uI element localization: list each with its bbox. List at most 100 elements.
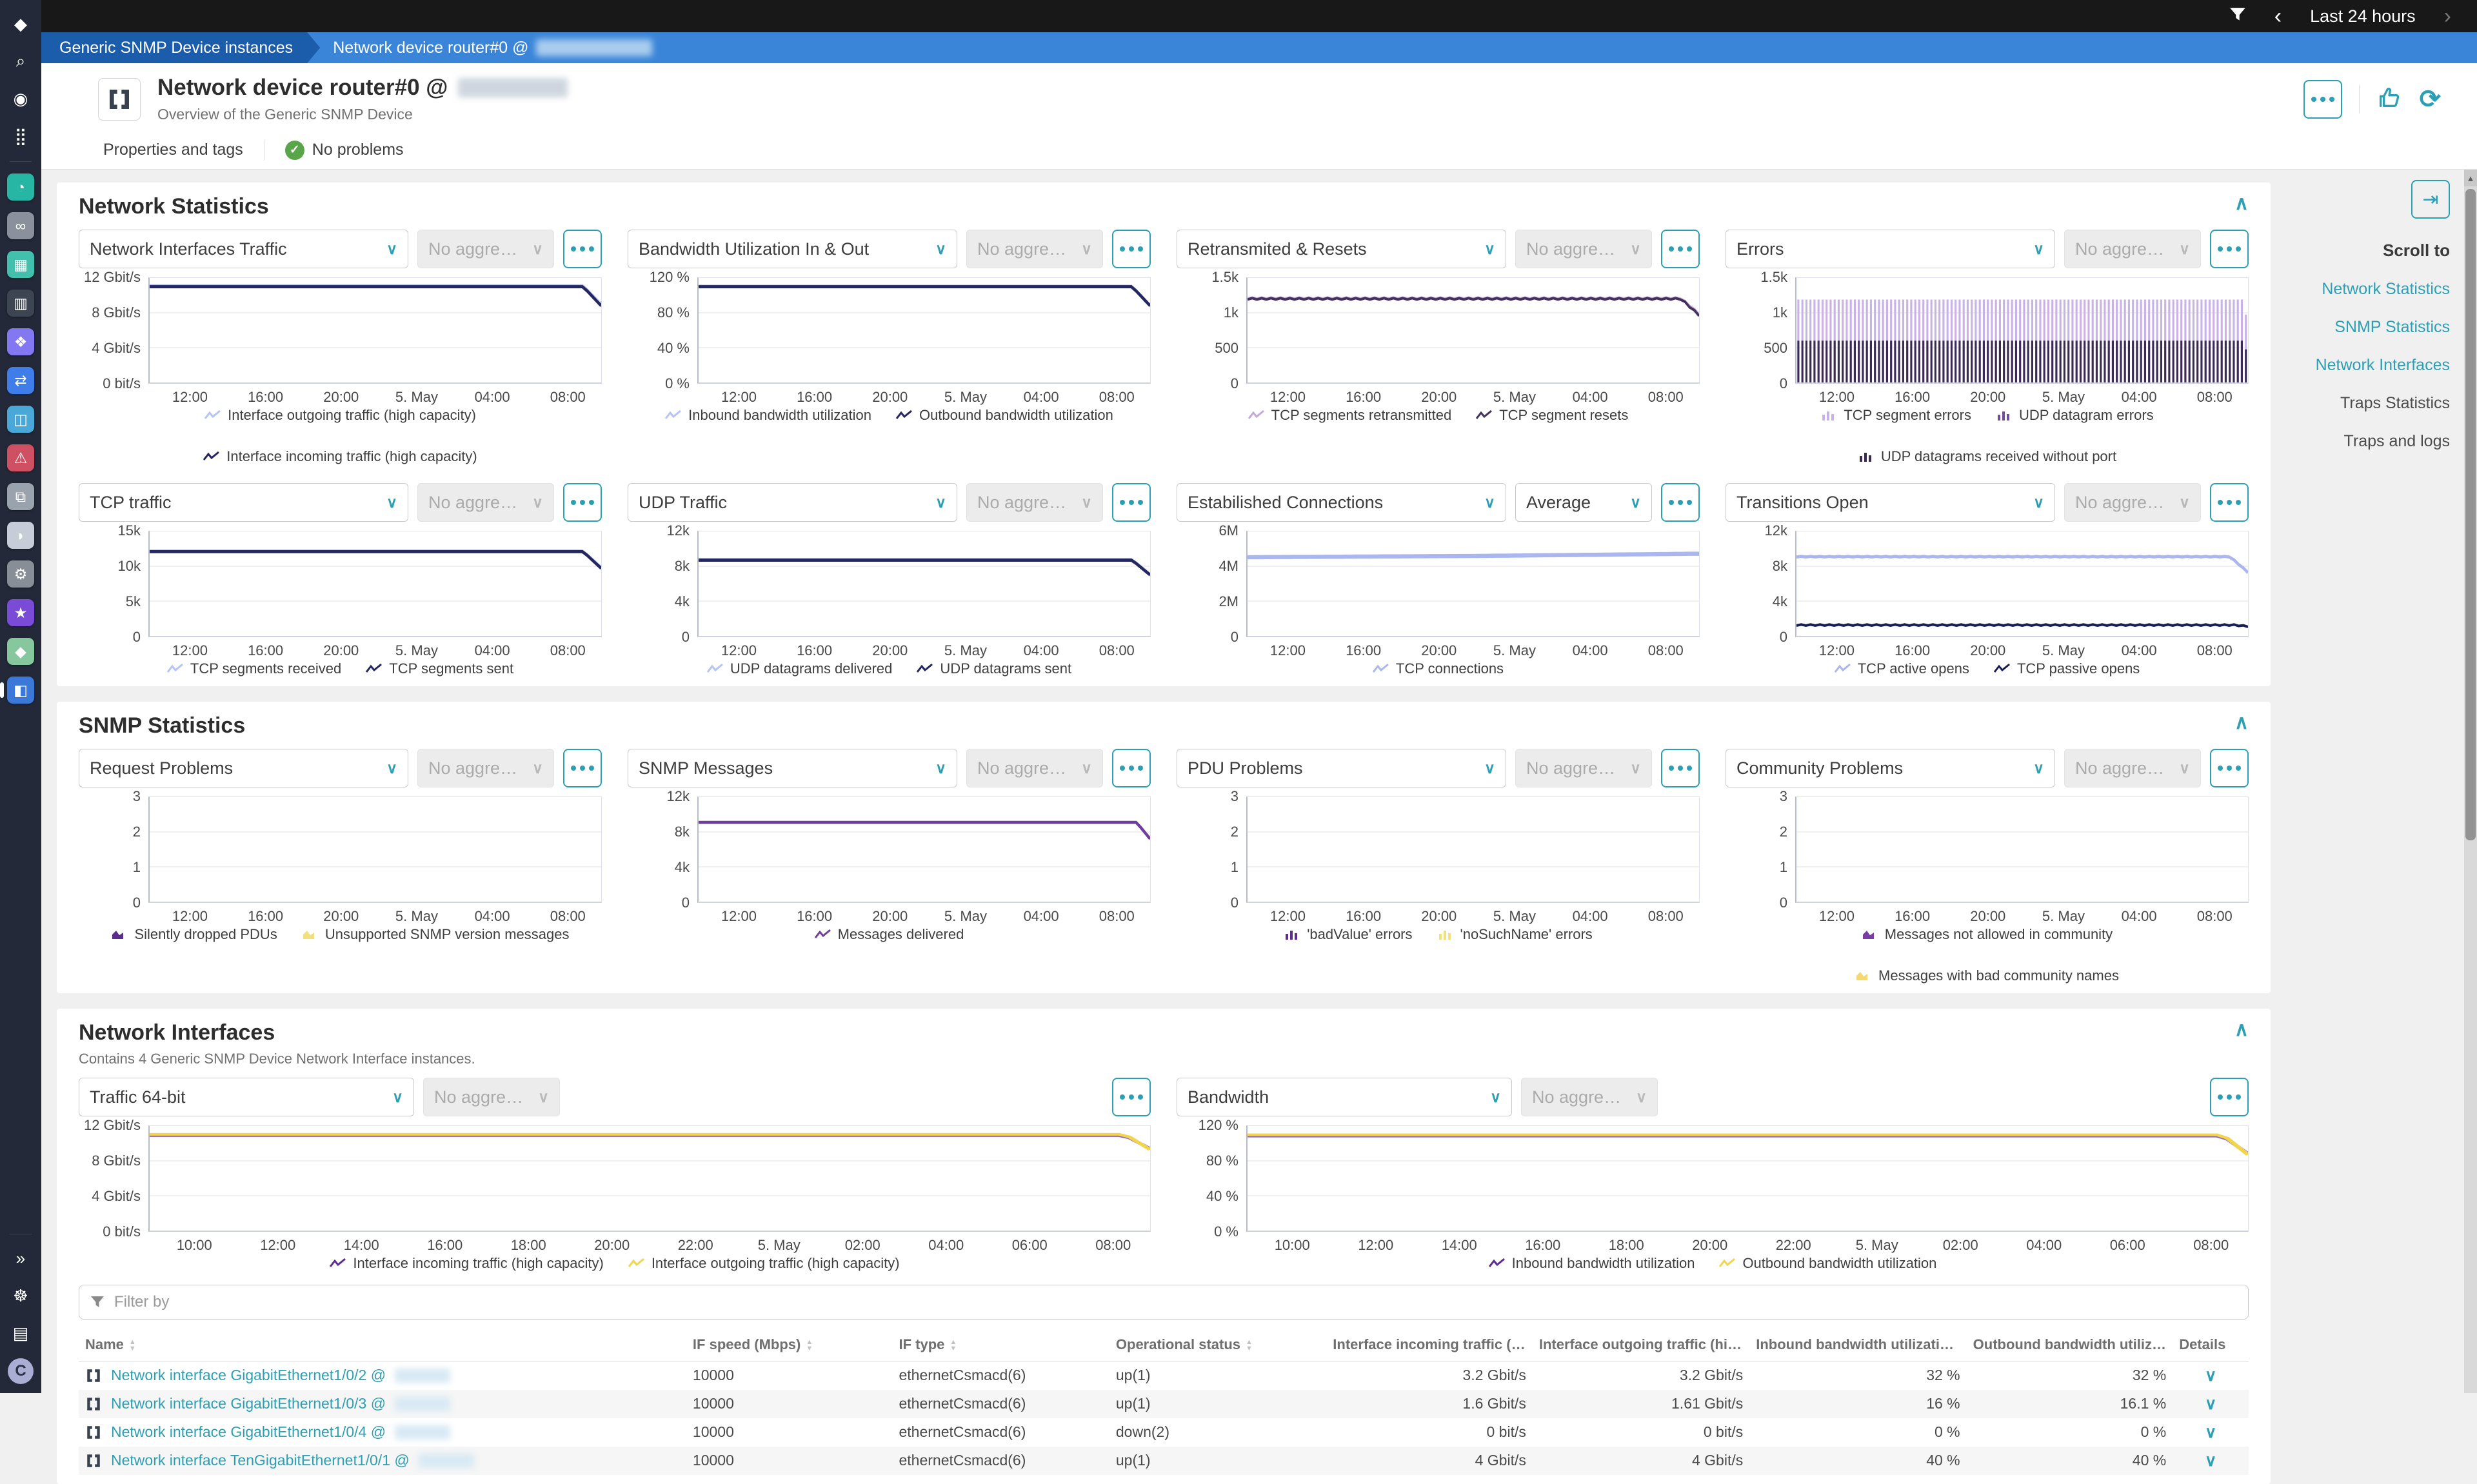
- sort-icon[interactable]: ▲▼: [1246, 1338, 1253, 1353]
- sort-icon[interactable]: ▲▼: [128, 1338, 136, 1353]
- interface-link[interactable]: Network interface GigabitEthernet1/0/3 @: [111, 1395, 386, 1412]
- synthetic-app-icon[interactable]: ◫: [7, 406, 34, 433]
- help-icon[interactable]: ☸: [13, 1285, 28, 1305]
- panel-menu-button[interactable]: [1112, 483, 1151, 522]
- thumbs-up-icon[interactable]: [2376, 84, 2402, 114]
- filter-icon[interactable]: [2229, 6, 2246, 26]
- expand-sidebar-icon[interactable]: »: [15, 1248, 26, 1268]
- observability-app-icon[interactable]: ◔: [7, 173, 34, 201]
- aggregation-select[interactable]: Average ∨: [1515, 483, 1652, 522]
- page-scrollbar[interactable]: ▲: [2464, 170, 2477, 1393]
- metric-select[interactable]: Network Interfaces Traffic ∨: [79, 230, 408, 268]
- column-header-inbound-bandwidth-utilization[interactable]: Inbound bandwidth utilization ▲▼: [1749, 1329, 1967, 1361]
- header-menu-button[interactable]: [2303, 79, 2343, 119]
- dashboards-app-icon[interactable]: ▦: [7, 251, 34, 278]
- scroll-to-snmp-statistics[interactable]: SNMP Statistics: [2334, 318, 2450, 336]
- table-cell: 3.2 Gbit/s: [1462, 1367, 1526, 1384]
- panel-menu-button[interactable]: [563, 230, 602, 268]
- scroll-to-traps-and-logs[interactable]: Traps and logs: [2343, 432, 2450, 450]
- sort-icon[interactable]: ▲▼: [1962, 1339, 1967, 1352]
- breadcrumb-root[interactable]: Generic SNMP Device instances: [41, 32, 320, 63]
- scrollbar-up-arrow[interactable]: ▲: [2464, 170, 2477, 186]
- interface-link[interactable]: Network interface TenGigabitEthernet1/0/…: [111, 1452, 410, 1469]
- apps-grid-icon[interactable]: ⣿: [14, 126, 27, 146]
- panel-menu-button[interactable]: [1112, 749, 1151, 787]
- problems-app-icon[interactable]: ⚠: [7, 444, 34, 471]
- metric-select[interactable]: Retransmited & Resets ∨: [1177, 230, 1506, 268]
- new-app-icon[interactable]: ★: [7, 599, 34, 626]
- settings-app-icon[interactable]: ⚙: [7, 560, 34, 588]
- interface-link[interactable]: Network interface GigabitEthernet1/0/4 @: [111, 1423, 386, 1440]
- column-header-if-speed-mbps[interactable]: IF speed (Mbps) ▲ ▼: [686, 1329, 893, 1361]
- dynatrace-logo-icon[interactable]: ◆: [14, 14, 27, 34]
- discover-app-icon[interactable]: ∞: [7, 212, 34, 239]
- panel-menu-button[interactable]: [1661, 230, 1700, 268]
- chevron-down-icon: ∨: [1484, 759, 1495, 777]
- panel-menu-button[interactable]: [2210, 749, 2249, 787]
- panel-menu-button[interactable]: [2210, 483, 2249, 522]
- snmp-devices-app-icon[interactable]: ◧: [0, 677, 34, 704]
- sort-icon[interactable]: ▲▼: [950, 1338, 957, 1353]
- tab-properties-and-tags[interactable]: Properties and tags: [103, 141, 243, 159]
- details-expand-chevron[interactable]: ∨: [2204, 1451, 2217, 1470]
- metric-select[interactable]: UDP Traffic ∨: [628, 483, 957, 522]
- collapse-section-button[interactable]: ∧: [2234, 712, 2249, 733]
- column-header-interface-outgoing-traffic-high-capacity[interactable]: Interface outgoing traffic (high capacit…: [1532, 1329, 1750, 1361]
- search-icon[interactable]: ⌕: [15, 51, 26, 70]
- refresh-icon[interactable]: ⟳: [2419, 84, 2441, 114]
- column-header-outbound-bandwidth-utilization[interactable]: Outbound bandwidth utilization▲▼: [1966, 1329, 2173, 1361]
- releases-app-icon[interactable]: ◗: [7, 522, 34, 549]
- interface-link[interactable]: Network interface GigabitEthernet1/0/2 @: [111, 1367, 386, 1384]
- bars-legend-icon: [1859, 453, 1871, 462]
- collapse-rail-button[interactable]: ⇥: [2411, 180, 2450, 219]
- time-back-button[interactable]: ‹: [2274, 4, 2282, 28]
- panel-menu-button[interactable]: [563, 483, 602, 522]
- getting-started-icon[interactable]: ◉: [13, 88, 28, 108]
- panel-menu-button[interactable]: [1661, 483, 1700, 522]
- metric-select[interactable]: Traffic 64-bit ∨: [79, 1078, 414, 1116]
- details-expand-chevron[interactable]: ∨: [2204, 1366, 2217, 1385]
- details-expand-chevron[interactable]: ∨: [2204, 1423, 2217, 1441]
- column-header-if-type[interactable]: IF type ▲ ▼: [892, 1329, 1109, 1361]
- transactions-app-icon[interactable]: ⇄: [7, 367, 34, 394]
- collapse-section-button[interactable]: ∧: [2234, 193, 2249, 214]
- filter-input[interactable]: [113, 1292, 2238, 1312]
- metric-select[interactable]: Request Problems ∨: [79, 749, 408, 787]
- metric-select[interactable]: Bandwidth Utilization In & Out ∨: [628, 230, 957, 268]
- redacted-hostname: [395, 1425, 451, 1439]
- scroll-to-traps-statistics[interactable]: Traps Statistics: [2340, 394, 2450, 412]
- panel-menu-button[interactable]: [2210, 1078, 2249, 1116]
- column-header-interface-incoming-traffic-high-capacity[interactable]: Interface incoming traffic (high capacit…: [1326, 1329, 1533, 1361]
- time-forward-button[interactable]: ›: [2443, 4, 2451, 28]
- metric-select[interactable]: TCP traffic ∨: [79, 483, 408, 522]
- infrastructure-app-icon[interactable]: ◆: [7, 638, 34, 665]
- services-app-icon[interactable]: ⧉: [7, 483, 34, 510]
- time-range-selector[interactable]: Last 24 hours: [2310, 6, 2416, 26]
- scrollbar-thumb[interactable]: [2465, 189, 2476, 840]
- column-header-operational-status[interactable]: Operational status ▲ ▼: [1109, 1329, 1327, 1361]
- scroll-to-network-statistics[interactable]: Network Statistics: [2322, 280, 2450, 298]
- metric-select[interactable]: SNMP Messages ∨: [628, 749, 957, 787]
- workflows-app-icon[interactable]: ❖: [7, 328, 34, 355]
- column-header-name[interactable]: Name ▲ ▼: [79, 1329, 686, 1361]
- collapse-section-button[interactable]: ∧: [2234, 1019, 2249, 1040]
- panel-menu-button[interactable]: [2210, 230, 2249, 268]
- status-badge[interactable]: ✓ No problems: [284, 140, 404, 160]
- metric-select[interactable]: Bandwidth ∨: [1177, 1078, 1512, 1116]
- host-monitoring-app-icon[interactable]: ▥: [7, 290, 34, 317]
- panel-menu-button[interactable]: [563, 749, 602, 787]
- panel-menu-button[interactable]: [1661, 749, 1700, 787]
- metric-select[interactable]: Estabilished Connections ∨: [1177, 483, 1506, 522]
- metric-select[interactable]: Errors ∨: [1726, 230, 2055, 268]
- user-avatar[interactable]: C: [8, 1358, 34, 1384]
- metric-select[interactable]: Community Problems ∨: [1726, 749, 2055, 787]
- metric-select[interactable]: PDU Problems ∨: [1177, 749, 1506, 787]
- sort-icon[interactable]: ▲▼: [806, 1338, 813, 1353]
- panel-menu-button[interactable]: [1112, 1078, 1151, 1116]
- breadcrumb-current[interactable]: Network device router#0 @: [320, 32, 665, 63]
- scroll-to-network-interfaces[interactable]: Network Interfaces: [2315, 356, 2450, 374]
- panel-menu-button[interactable]: [1112, 230, 1151, 268]
- details-expand-chevron[interactable]: ∨: [2204, 1394, 2217, 1413]
- metric-select[interactable]: Transitions Open ∨: [1726, 483, 2055, 522]
- usage-icon[interactable]: ▤: [12, 1323, 29, 1343]
